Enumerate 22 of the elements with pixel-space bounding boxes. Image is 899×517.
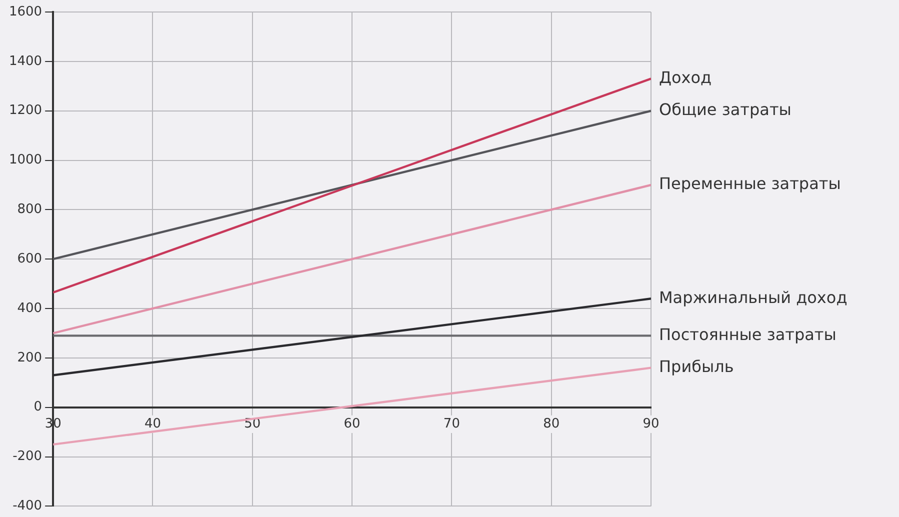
y-tick-label: 600: [17, 251, 42, 266]
y-tick-label: -200: [12, 449, 42, 464]
y-tick-label: 1400: [8, 54, 42, 69]
x-tick-label: 60: [344, 416, 360, 432]
series-label: Прибыль: [659, 356, 734, 376]
y-tick-label: 400: [17, 300, 42, 316]
y-tick-label: -400: [12, 498, 42, 514]
x-tick-label: 40: [144, 416, 162, 432]
y-tick-label: 1000: [8, 152, 42, 168]
y-tick-label: 800: [17, 202, 42, 218]
y-tick-label: 200: [17, 350, 42, 366]
x-tick-label: 90: [642, 416, 660, 432]
y-tick-label: 0: [34, 400, 42, 415]
series-label: Общие затраты: [659, 100, 792, 119]
y-tick-label: 1600: [8, 4, 42, 20]
series-label: Доход: [659, 68, 712, 87]
y-tick-label: 1200: [8, 103, 42, 118]
x-tick-label: 70: [443, 416, 460, 432]
series-label: Постоянные затраты: [659, 324, 836, 344]
series-label: Маржинальный доход: [659, 288, 848, 307]
x-tick-label: 80: [543, 416, 560, 432]
series-label: Переменные затраты: [659, 174, 841, 194]
